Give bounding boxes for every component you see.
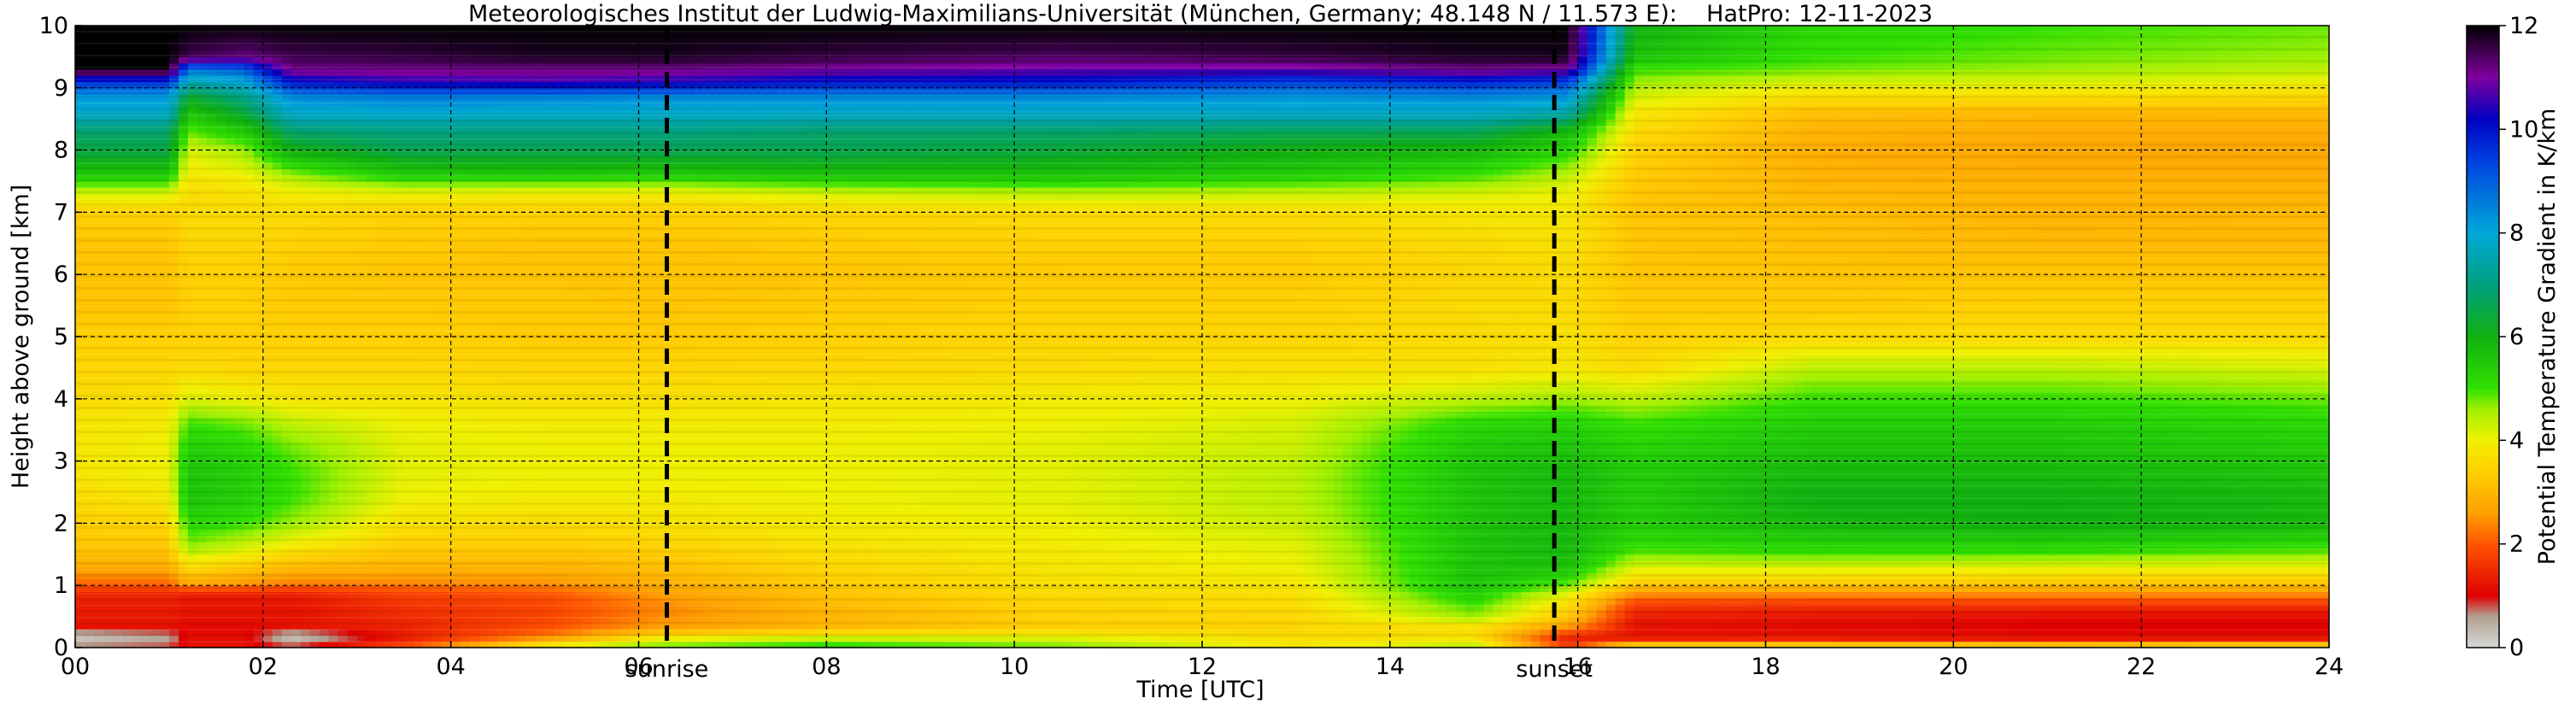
chart-title: Meteorologisches Institut der Ludwig-Max… bbox=[468, 1, 1933, 27]
plot-area bbox=[74, 25, 2330, 648]
